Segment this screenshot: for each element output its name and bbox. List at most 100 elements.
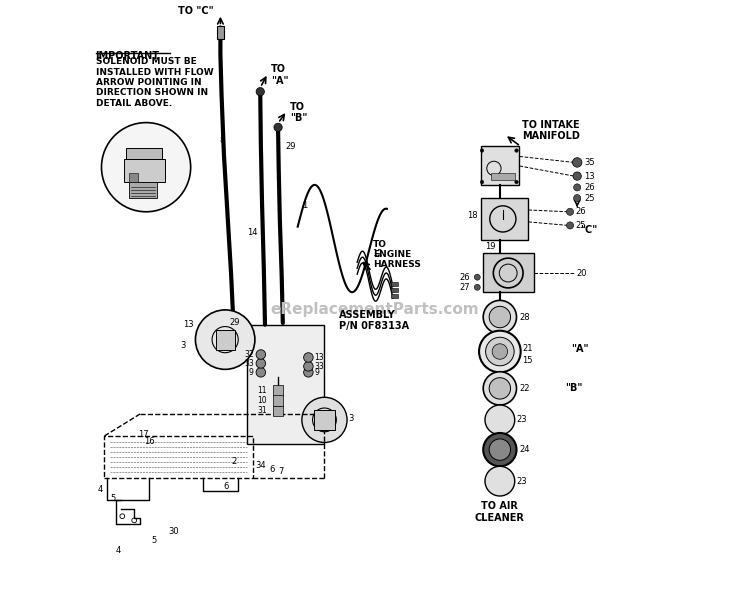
Bar [481, 198, 529, 240]
Text: TO "C": TO "C" [178, 5, 213, 15]
Circle shape [572, 158, 582, 167]
Circle shape [489, 378, 511, 399]
Circle shape [480, 180, 484, 184]
Circle shape [489, 306, 511, 328]
Circle shape [574, 184, 580, 191]
Text: 11: 11 [257, 386, 267, 395]
Text: TO AIR
CLEANER: TO AIR CLEANER [475, 501, 525, 523]
Text: "C": "C" [580, 225, 598, 235]
Text: 28: 28 [519, 312, 530, 321]
Text: SOLENOID MUST BE
INSTALLED WITH FLOW
ARROW POINTING IN
DIRECTION SHOWN IN
DETAIL: SOLENOID MUST BE INSTALLED WITH FLOW ARR… [95, 57, 213, 108]
Text: 7: 7 [279, 467, 284, 476]
Text: 13: 13 [584, 172, 595, 181]
Text: 34: 34 [255, 461, 266, 470]
Text: 17: 17 [139, 430, 149, 439]
Text: 13: 13 [183, 320, 194, 329]
Text: 26: 26 [460, 273, 470, 282]
Bar [391, 282, 398, 286]
Circle shape [514, 149, 518, 153]
Text: 6: 6 [269, 465, 274, 474]
Text: ASSEMBLY
P/N 0F8313A: ASSEMBLY P/N 0F8313A [339, 310, 410, 331]
Bar [248, 325, 325, 443]
Bar [217, 26, 224, 39]
Text: 26: 26 [575, 207, 586, 216]
Text: 35: 35 [584, 158, 595, 167]
Bar [129, 182, 158, 198]
Text: TO
"A": TO "A" [271, 64, 289, 86]
Text: 29: 29 [230, 318, 240, 327]
Circle shape [256, 368, 266, 377]
Text: TO
ENGINE
HARNESS: TO ENGINE HARNESS [374, 240, 421, 269]
Text: 9: 9 [249, 368, 254, 377]
Bar [216, 330, 235, 350]
Bar [129, 173, 138, 182]
Circle shape [304, 368, 313, 377]
Bar [483, 253, 534, 292]
Circle shape [483, 300, 517, 334]
Circle shape [474, 274, 480, 280]
Circle shape [274, 123, 282, 132]
Text: 16: 16 [144, 437, 155, 446]
Text: 2: 2 [231, 457, 236, 466]
Circle shape [474, 284, 480, 290]
Text: 10: 10 [257, 396, 267, 405]
Bar [124, 160, 164, 182]
Circle shape [485, 405, 514, 434]
Text: 33: 33 [244, 359, 254, 368]
Circle shape [566, 222, 574, 229]
Text: 3: 3 [181, 341, 186, 350]
Text: 6: 6 [224, 482, 229, 491]
Text: 4: 4 [116, 546, 121, 555]
Bar [273, 406, 284, 417]
Circle shape [302, 398, 347, 442]
Bar [314, 410, 334, 430]
Text: TO
"B": TO "B" [290, 102, 308, 123]
Bar [491, 173, 514, 180]
Bar [127, 148, 162, 160]
Text: TO INTAKE
MANIFOLD: TO INTAKE MANIFOLD [523, 120, 580, 141]
Text: 22: 22 [519, 384, 530, 393]
Text: "B": "B" [566, 383, 583, 393]
Circle shape [492, 344, 508, 359]
Text: 13: 13 [314, 353, 324, 362]
Text: 9: 9 [314, 368, 320, 377]
Text: "A": "A" [572, 343, 589, 353]
Circle shape [256, 88, 265, 96]
Text: 23: 23 [517, 477, 527, 486]
Circle shape [479, 331, 520, 372]
Circle shape [573, 172, 581, 180]
Text: 27: 27 [460, 283, 470, 292]
Text: IMPORTANT: IMPORTANT [95, 51, 160, 61]
Circle shape [483, 372, 517, 405]
Text: 26: 26 [584, 183, 595, 192]
Text: 1: 1 [302, 201, 307, 210]
Circle shape [304, 362, 313, 371]
Bar [273, 395, 284, 406]
Text: 25: 25 [575, 221, 586, 230]
Text: 5: 5 [151, 536, 156, 545]
Circle shape [485, 466, 514, 496]
Text: 19: 19 [485, 242, 496, 251]
Text: 14: 14 [247, 228, 257, 237]
Text: 25: 25 [584, 194, 595, 203]
Bar [391, 294, 398, 298]
Bar [391, 288, 398, 292]
Circle shape [256, 350, 266, 359]
Text: eReplacementParts.com: eReplacementParts.com [271, 302, 479, 318]
Text: 31: 31 [257, 406, 267, 415]
Circle shape [485, 337, 514, 366]
Circle shape [196, 310, 255, 370]
Bar [481, 147, 520, 185]
Text: 12: 12 [372, 249, 382, 258]
Circle shape [514, 180, 518, 184]
Text: 33: 33 [314, 362, 324, 371]
Text: 18: 18 [466, 212, 477, 221]
Text: 20: 20 [576, 269, 586, 278]
Circle shape [304, 353, 313, 362]
Text: 32: 32 [244, 350, 254, 359]
Text: 30: 30 [168, 527, 178, 536]
Text: 3: 3 [348, 414, 353, 423]
Circle shape [483, 433, 517, 466]
Circle shape [566, 208, 574, 215]
Text: 4: 4 [98, 485, 103, 494]
